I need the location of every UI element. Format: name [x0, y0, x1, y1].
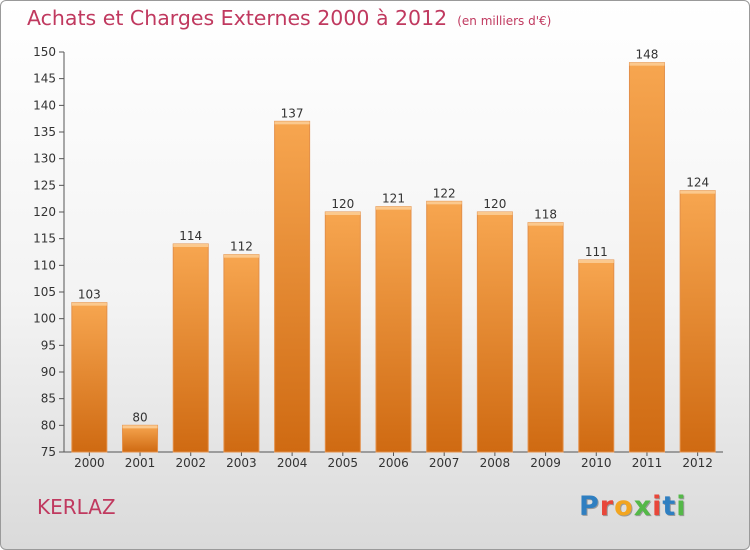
y-tick-label: 120	[33, 205, 56, 219]
y-tick-label: 130	[33, 152, 56, 166]
chart-title: Achats et Charges Externes 2000 à 2012 (e…	[27, 6, 551, 30]
data-label-2012: 124	[686, 176, 709, 190]
bar-highlight-2007	[426, 201, 462, 205]
logo-letter: o	[614, 491, 634, 522]
axes: 75 80 85 90 95 100 105 110 115 120 125 130 135 140 145…	[33, 45, 723, 470]
x-tick-label: 2011	[632, 456, 663, 470]
bar-highlight-2010	[578, 260, 614, 263]
x-tick-label: 2000	[74, 456, 105, 470]
bar-2009	[527, 222, 564, 453]
bar-2005	[324, 211, 361, 453]
bar-highlight-2000	[71, 302, 107, 306]
x-tick-label: 2010	[581, 456, 612, 470]
x-tick-label: 2007	[429, 456, 460, 470]
place-name: KERLAZ	[37, 495, 116, 519]
data-label-2009: 118	[534, 208, 557, 222]
y-tick-label: 95	[41, 338, 56, 352]
y-tick-label: 115	[33, 232, 56, 246]
y-tick-label: 125	[33, 178, 56, 192]
x-tick-label: 2001	[125, 456, 156, 470]
y-tick-label: 140	[33, 98, 56, 112]
title-text: Achats et Charges Externes 2000 à 2012	[27, 6, 448, 30]
y-tick-label: 90	[41, 365, 56, 379]
bar-highlight-2012	[680, 190, 716, 194]
y-tick-label: 105	[33, 285, 56, 299]
bar-2007	[426, 200, 463, 453]
bar-highlight-2011	[629, 62, 665, 66]
logo-letter: i	[652, 491, 663, 522]
data-label-2004: 137	[281, 106, 304, 120]
bar-2010	[578, 259, 615, 453]
x-tick-label: 2004	[277, 456, 308, 470]
bars	[71, 62, 716, 453]
data-label-2000: 103	[78, 288, 101, 302]
logo-letter: t	[662, 491, 677, 522]
y-tick-label: 80	[41, 418, 56, 432]
bar-highlight-2005	[325, 212, 361, 215]
x-tick-label: 2002	[175, 456, 206, 470]
bar-2003	[223, 254, 260, 453]
bar-2000	[71, 302, 108, 453]
proxiti-logo: Proxiti	[579, 491, 687, 522]
logo-letter: i	[676, 491, 687, 522]
data-label-2006: 121	[382, 192, 405, 206]
bar-2006	[375, 206, 412, 453]
title-unit: (en milliers d'€)	[457, 14, 552, 28]
y-tick-label: 150	[33, 45, 56, 59]
y-tick-label: 135	[33, 125, 56, 139]
bar-2008	[476, 211, 513, 453]
data-label-2011: 148	[636, 48, 659, 62]
x-tick-label: 2003	[226, 456, 257, 470]
data-label-2002: 114	[179, 229, 202, 243]
bar-2012	[679, 190, 716, 453]
y-tick-label: 110	[33, 258, 56, 272]
y-tick-label: 100	[33, 312, 56, 326]
data-label-2010: 111	[585, 245, 608, 259]
bar-highlight-2002	[173, 244, 209, 247]
data-label-2005: 120	[331, 197, 354, 211]
bar-2002	[172, 243, 209, 453]
bar-2001	[122, 424, 159, 453]
x-tick-label: 2008	[480, 456, 511, 470]
data-label-2003: 112	[230, 240, 253, 254]
bar-2011	[628, 62, 665, 453]
bar-highlight-2006	[376, 206, 411, 210]
x-tick-label: 2006	[378, 456, 409, 470]
bar-highlight-2009	[528, 222, 564, 226]
x-tick-label: 2005	[328, 456, 359, 470]
x-tick-label: 2012	[682, 456, 713, 470]
bar-highlight-2003	[223, 254, 259, 258]
data-label-2001: 80	[132, 410, 147, 424]
bar-highlight-2001	[122, 425, 158, 429]
logo-letter: r	[599, 491, 615, 522]
data-labels: 103 80 114 112 137 120 121 122 120 118 111 148 124	[78, 48, 709, 425]
logo-letter: x	[633, 491, 653, 522]
data-label-2008: 120	[483, 197, 506, 211]
data-label-2007: 122	[433, 186, 456, 200]
y-tick-label: 75	[41, 445, 56, 459]
logo-letter: P	[579, 491, 600, 522]
bar-highlight-2008	[477, 212, 513, 215]
y-tick-label: 85	[41, 392, 56, 406]
x-tick-label: 2009	[530, 456, 561, 470]
y-tick-label: 145	[33, 72, 56, 86]
bar-2004	[274, 120, 311, 453]
bar-highlight-2004	[274, 121, 310, 125]
